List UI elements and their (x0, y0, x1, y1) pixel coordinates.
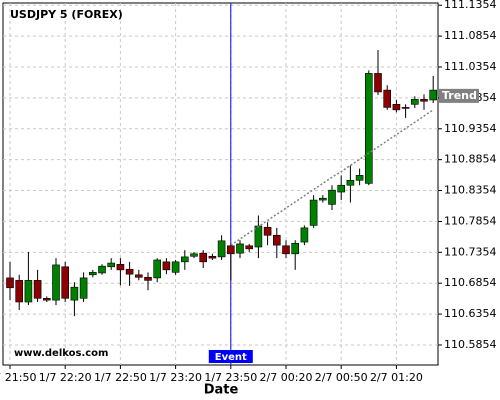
trend-tag (439, 88, 479, 103)
candle-body (116, 264, 125, 271)
candle-body (15, 280, 23, 303)
y-tick-label: 111.1354 (444, 0, 497, 11)
candle-body (107, 262, 115, 268)
candle-body (420, 99, 428, 102)
y-tick-label: 110.6854 (444, 276, 497, 289)
candle-body (98, 265, 106, 274)
candle-body (144, 276, 152, 281)
candle-body (89, 272, 97, 276)
y-tick-label: 110.7854 (444, 214, 497, 227)
watermark: www.delkos.com (14, 348, 108, 359)
candle-body (52, 264, 60, 301)
candle-body (291, 243, 300, 255)
y-tick-label: 110.8854 (444, 153, 497, 166)
trend-label: Trend (442, 89, 477, 102)
candle-body (171, 261, 180, 273)
x-tick-label: 2/7 01:20 (370, 371, 423, 384)
candle-body (337, 184, 346, 193)
candle-body (282, 245, 290, 255)
x-tick-label: 1/7 22:50 (94, 371, 147, 384)
candle-body (217, 240, 226, 258)
candle-body (328, 189, 336, 205)
candle-body (392, 104, 401, 111)
candle-body (181, 256, 189, 263)
candle-body (135, 274, 143, 278)
x-tick-label: 1/7 23:20 (149, 371, 202, 384)
y-tick-label: 110.6354 (444, 307, 497, 320)
chart-title: USDJPY 5 (FOREX) (10, 8, 123, 21)
candle-body (153, 259, 161, 279)
y-tick-label: 111.0354 (444, 60, 497, 73)
candle-body (162, 261, 171, 271)
candle-body (300, 227, 309, 243)
x-tick-label: 1/7 21:50 (0, 371, 36, 384)
candle-body (24, 280, 33, 303)
candle-body (33, 280, 42, 299)
candle-body (208, 255, 217, 259)
candle-body (263, 226, 272, 236)
candle-body (125, 268, 134, 275)
candle-body (272, 234, 281, 246)
candle-body (355, 175, 364, 181)
candle-body (245, 245, 253, 250)
event-label: Event (215, 352, 247, 363)
x-axis-label: Date (204, 383, 239, 398)
candle-body (429, 89, 438, 101)
candle-body (364, 73, 373, 184)
y-tick-label: 110.5854 (444, 338, 497, 351)
candle-body (6, 277, 14, 289)
candle-body (70, 286, 79, 301)
y-tick-label: 110.7354 (444, 245, 497, 258)
candle-body (190, 253, 198, 257)
y-tick-label: 110.9354 (444, 122, 497, 135)
x-tick-label: 2/7 00:50 (315, 371, 368, 384)
candle-body (61, 266, 70, 299)
candle-body (227, 245, 235, 255)
y-tick-label: 110.8354 (444, 184, 497, 197)
candle-body (374, 73, 382, 93)
candle-body (199, 252, 207, 263)
candle-body (401, 107, 410, 109)
trend-line (230, 109, 434, 246)
candle-body (410, 99, 419, 105)
candle-body (309, 199, 318, 226)
x-tick-label: 1/7 23:50 (204, 371, 257, 384)
y-tick-label: 111.0854 (444, 29, 497, 42)
candle-body (383, 89, 392, 108)
candle-body (79, 277, 88, 299)
x-tick-label: 2/7 00:20 (260, 371, 313, 384)
event-box (208, 350, 253, 363)
candle-body (42, 297, 51, 301)
candle-body (318, 197, 327, 201)
candle-body (236, 243, 244, 254)
plot-area (2, 2, 439, 366)
candle-body (346, 179, 355, 186)
x-tick-label: 1/7 22:20 (39, 371, 92, 384)
